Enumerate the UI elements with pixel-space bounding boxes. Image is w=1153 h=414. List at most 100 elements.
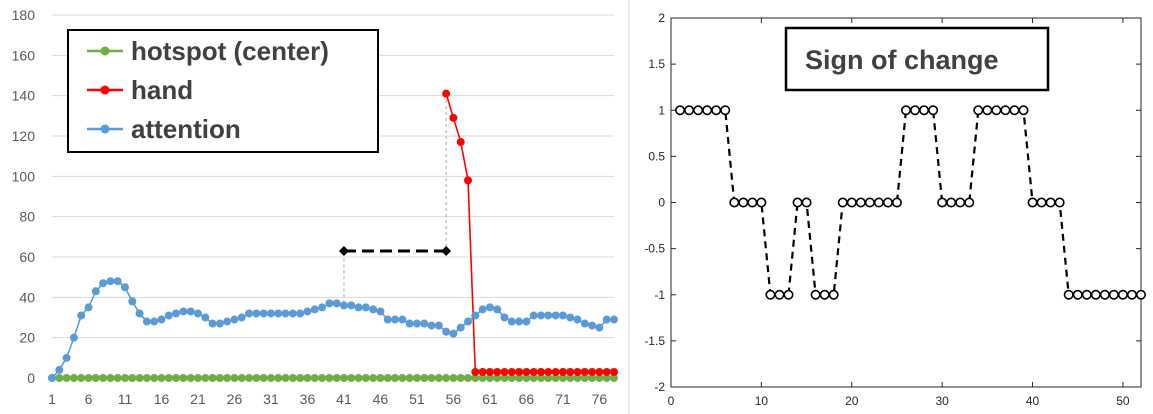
hotspot-series-point: [274, 374, 283, 382]
attention-series-point: [259, 309, 268, 318]
hand-series-point: [595, 367, 604, 376]
hotspot-series-point: [310, 374, 319, 382]
sign-series-point: [1045, 197, 1056, 208]
sign-series-point: [1027, 197, 1038, 208]
hotspot-series-point: [471, 374, 480, 382]
hotspot-series-point: [296, 374, 305, 382]
attention-series-point: [237, 313, 246, 322]
x-tick-label: 56: [446, 391, 462, 407]
attention-series-point: [376, 307, 385, 316]
sign-series-point: [937, 197, 948, 208]
sign-series-point: [819, 289, 830, 300]
hotspot-series-point: [332, 374, 341, 382]
y-tick-label: 80: [19, 209, 35, 225]
sign-series-point: [1072, 289, 1083, 300]
hotspot-series-point: [172, 374, 181, 382]
legend-swatch-marker: [100, 85, 110, 95]
sign-series-point: [928, 105, 939, 116]
attention-series-line: [51, 280, 614, 379]
hotspot-series-point: [449, 374, 458, 382]
sign-series-point: [1000, 105, 1011, 116]
sign-series-point: [828, 289, 839, 300]
hotspot-series-point: [493, 374, 502, 382]
x-tick-label: 16: [154, 391, 170, 407]
sign-series-point: [1063, 289, 1074, 300]
y-tick-label: 180: [12, 7, 36, 23]
hand-series-point: [464, 176, 473, 185]
hotspot-series-point: [456, 374, 465, 382]
hand-series-point: [515, 367, 524, 376]
hotspot-series-point: [193, 374, 202, 382]
hand-series-point: [485, 367, 494, 376]
y-tick-label: 1: [658, 103, 665, 117]
x-tick-label: 21: [190, 391, 206, 407]
sign-series-point: [982, 105, 993, 116]
hand-series-point: [580, 367, 589, 376]
x-tick-label: 46: [373, 391, 389, 407]
y-tick-label: 0: [27, 370, 35, 386]
x-tick-label: 0: [668, 394, 675, 408]
sign-series-point: [910, 105, 921, 116]
sign-series-point: [711, 105, 722, 116]
attention-series-point: [135, 309, 144, 318]
legend-label: attention: [131, 114, 241, 144]
hotspot-series-point: [142, 374, 151, 382]
hand-series-point: [537, 367, 546, 376]
attention-series-point: [602, 315, 611, 324]
attention-series-point: [464, 317, 473, 326]
hotspot-series-point: [157, 374, 166, 382]
attention-series-point: [172, 309, 181, 318]
attention-series-point: [515, 317, 524, 326]
attention-series-point: [507, 317, 516, 326]
sign-series-point: [729, 197, 740, 208]
y-tick-label: 60: [19, 249, 35, 265]
hand-series-point: [529, 367, 538, 376]
hand-series-point: [558, 367, 567, 376]
legend-label: hotspot (center): [131, 36, 329, 66]
attention-series-point: [354, 303, 363, 312]
hotspot-series-point: [77, 374, 86, 382]
y-tick-label: 1.5: [648, 57, 665, 71]
x-tick-label: 6: [85, 391, 93, 407]
attention-series-point: [522, 317, 531, 326]
hotspot-series-point: [303, 374, 312, 382]
hotspot-series-point: [507, 374, 516, 382]
hotspot-series-point: [405, 374, 414, 382]
attention-series-point: [84, 303, 93, 312]
hotspot-series-point: [566, 374, 575, 382]
attention-series-point: [120, 283, 129, 292]
attention-series-point: [493, 305, 502, 314]
sign-series-point: [955, 197, 966, 208]
attention-series-point: [274, 309, 283, 318]
attention-series-point: [610, 315, 618, 324]
sign-series-point: [1081, 289, 1092, 300]
hotspot-series-point: [347, 374, 356, 382]
sign-series-point: [891, 197, 902, 208]
hotspot-series-point: [383, 374, 392, 382]
hotspot-series-point: [398, 374, 407, 382]
sign-series-point: [919, 105, 930, 116]
attention-series-point: [456, 323, 465, 332]
hotspot-series-point: [223, 374, 232, 382]
hotspot-series-point: [500, 374, 509, 382]
hand-series-point: [566, 367, 575, 376]
sign-series-point: [1108, 289, 1119, 300]
attention-series-point: [62, 353, 71, 362]
hotspot-series-point: [150, 374, 159, 382]
sign-series-point: [1135, 289, 1146, 300]
sign-series-point: [792, 197, 803, 208]
y-tick-label: 120: [12, 128, 36, 144]
hotspot-series-point: [230, 374, 239, 382]
right-chart-panel: 2 1.5 1 0.5 0 -0.5 -1 -1.5 -2 0 10 20 30 40 50 Sign of …: [630, 0, 1153, 414]
sign-series-point: [765, 289, 776, 300]
hand-series-point: [588, 367, 597, 376]
attention-series-point: [551, 311, 560, 320]
attention-series-point: [347, 301, 356, 310]
hand-series: [442, 89, 618, 376]
hand-series-point: [478, 367, 487, 376]
x-tick-label: 26: [227, 391, 243, 407]
chart-title: Sign of change: [805, 45, 999, 75]
hotspot-series-point: [128, 374, 137, 382]
hotspot-series-point: [208, 374, 217, 382]
sign-series-point: [973, 105, 984, 116]
